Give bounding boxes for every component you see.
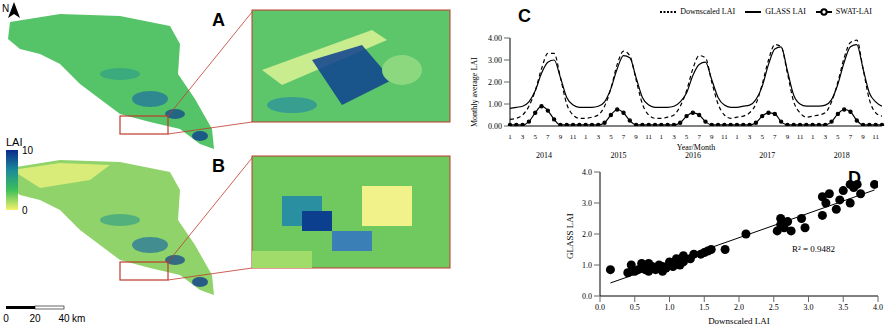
svg-text:4.0: 4.0 bbox=[582, 168, 592, 177]
svg-text:0: 0 bbox=[22, 205, 28, 216]
svg-text:5: 5 bbox=[836, 133, 840, 141]
svg-text:3.5: 3.5 bbox=[838, 303, 848, 312]
svg-text:0: 0 bbox=[3, 313, 9, 324]
svg-text:0.0: 0.0 bbox=[582, 292, 592, 301]
svg-text:3: 3 bbox=[824, 133, 828, 141]
svg-text:3.0: 3.0 bbox=[582, 199, 592, 208]
svg-text:9: 9 bbox=[710, 133, 714, 141]
html-text:SWAT-LAI: SWAT-LAI bbox=[835, 6, 872, 16]
svg-text:B: B bbox=[212, 156, 225, 176]
svg-text:3.0: 3.0 bbox=[804, 303, 814, 312]
svg-text:1: 1 bbox=[508, 133, 512, 141]
svg-text:7: 7 bbox=[697, 133, 701, 141]
svg-text:3: 3 bbox=[597, 133, 601, 141]
svg-text:Year/Month: Year/Month bbox=[677, 143, 715, 152]
svg-text:5: 5 bbox=[533, 133, 537, 141]
svg-text:0.5: 0.5 bbox=[630, 303, 640, 312]
svg-text:9: 9 bbox=[559, 133, 563, 141]
svg-text:3: 3 bbox=[672, 133, 676, 141]
html-text:2018: 2018 bbox=[833, 151, 850, 160]
svg-text:11: 11 bbox=[872, 133, 879, 141]
svg-text:1: 1 bbox=[811, 133, 815, 141]
svg-text:11: 11 bbox=[721, 133, 728, 141]
html-text:2017: 2017 bbox=[759, 151, 776, 160]
html-text:R² = 0.9482: R² = 0.9482 bbox=[792, 244, 835, 254]
svg-text:9: 9 bbox=[861, 133, 865, 141]
svg-text:3: 3 bbox=[748, 133, 752, 141]
svg-text:1.5: 1.5 bbox=[699, 303, 709, 312]
svg-text:4.0: 4.0 bbox=[873, 303, 883, 312]
svg-text:9: 9 bbox=[786, 133, 790, 141]
svg-text:9: 9 bbox=[634, 133, 638, 141]
svg-text:5: 5 bbox=[760, 133, 764, 141]
html-text:C: C bbox=[518, 6, 531, 26]
svg-text:N: N bbox=[2, 3, 9, 14]
svg-text:7: 7 bbox=[622, 133, 626, 141]
svg-text:2.00: 2.00 bbox=[488, 78, 502, 87]
svg-text:3.00: 3.00 bbox=[488, 56, 502, 65]
html-text:Downscaled LAI: Downscaled LAI bbox=[680, 6, 736, 16]
svg-text:GLASS LAI: GLASS LAI bbox=[565, 213, 575, 259]
html-text:2014: 2014 bbox=[536, 151, 553, 160]
svg-text:A: A bbox=[212, 10, 225, 30]
svg-text:11: 11 bbox=[570, 133, 577, 141]
svg-text:km: km bbox=[72, 313, 85, 324]
html-text:2015: 2015 bbox=[610, 151, 627, 160]
svg-text:Downscaled LAI: Downscaled LAI bbox=[708, 316, 770, 326]
svg-text:40: 40 bbox=[58, 313, 70, 324]
svg-text:LAI: LAI bbox=[6, 136, 23, 148]
svg-text:1.0: 1.0 bbox=[665, 303, 675, 312]
svg-text:7: 7 bbox=[849, 133, 853, 141]
svg-text:2.0: 2.0 bbox=[582, 230, 592, 239]
svg-text:2.0: 2.0 bbox=[734, 303, 744, 312]
svg-text:1: 1 bbox=[584, 133, 588, 141]
svg-text:20: 20 bbox=[29, 313, 41, 324]
svg-text:3: 3 bbox=[521, 133, 525, 141]
svg-text:4.00: 4.00 bbox=[488, 34, 502, 43]
svg-text:0.00: 0.00 bbox=[488, 122, 502, 131]
svg-text:5: 5 bbox=[609, 133, 613, 141]
svg-text:0.0: 0.0 bbox=[595, 303, 605, 312]
svg-text:1.0: 1.0 bbox=[582, 261, 592, 270]
svg-text:10: 10 bbox=[22, 145, 34, 156]
html-text:GLASS LAI: GLASS LAI bbox=[765, 6, 806, 16]
svg-text:11: 11 bbox=[797, 133, 804, 141]
svg-text:Monthly average LAI: Monthly average LAI bbox=[470, 57, 479, 127]
svg-text:11: 11 bbox=[645, 133, 652, 141]
svg-text:1.00: 1.00 bbox=[488, 100, 502, 109]
svg-text:5: 5 bbox=[685, 133, 689, 141]
svg-text:7: 7 bbox=[546, 133, 550, 141]
svg-text:7: 7 bbox=[773, 133, 777, 141]
html-text:2016: 2016 bbox=[684, 151, 701, 160]
svg-text:2.5: 2.5 bbox=[769, 303, 779, 312]
svg-text:1: 1 bbox=[735, 133, 739, 141]
html-text:D: D bbox=[848, 168, 861, 188]
svg-text:1: 1 bbox=[660, 133, 664, 141]
